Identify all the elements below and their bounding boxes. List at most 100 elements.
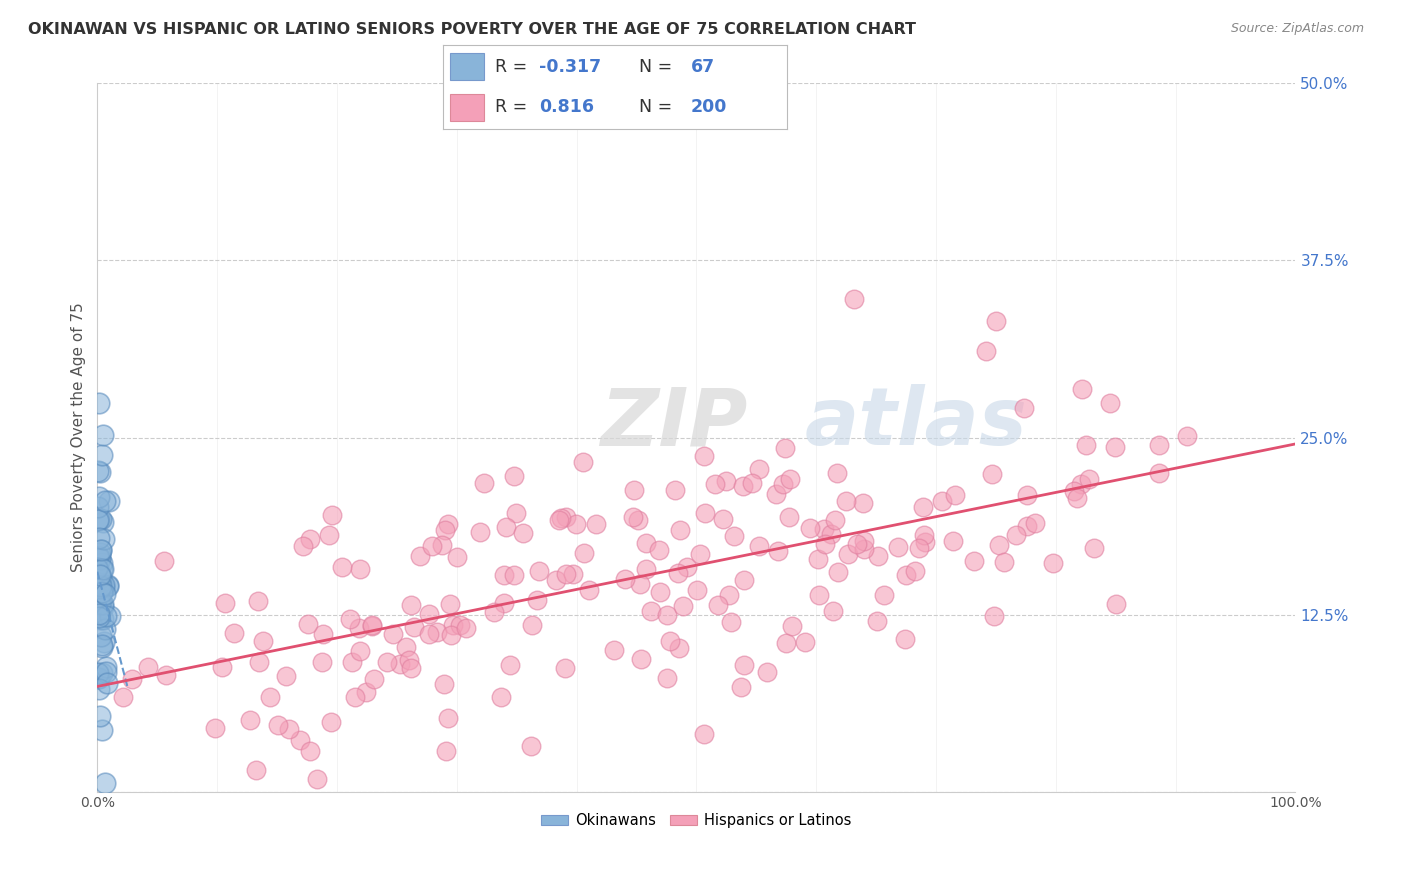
Point (887, 541, 910, 555)
Point (748, 539, 770, 553)
Text: 0.816: 0.816 (540, 98, 595, 116)
Point (1015, 488, 1038, 502)
Text: 200: 200 (690, 98, 727, 116)
Point (1012, 401, 1035, 415)
Point (603, 642, 626, 657)
Point (259, 690, 281, 705)
Point (298, 532, 321, 546)
Point (773, 441, 796, 455)
Point (1004, 527, 1026, 541)
Point (239, 714, 262, 728)
Point (87, 511, 110, 525)
Point (914, 535, 936, 549)
Point (90, 542, 112, 557)
Point (686, 583, 709, 598)
Point (347, 621, 370, 635)
Point (520, 739, 543, 753)
Point (402, 620, 425, 634)
Point (89, 576, 111, 591)
Point (299, 744, 322, 758)
Point (395, 640, 418, 654)
Point (943, 488, 966, 502)
Point (1063, 483, 1085, 498)
Point (89, 581, 111, 595)
Point (86, 561, 108, 575)
Point (246, 594, 269, 608)
Point (495, 520, 517, 534)
Point (640, 604, 662, 618)
Point (87, 491, 110, 505)
Point (711, 512, 734, 526)
Point (274, 668, 297, 682)
Point (311, 655, 333, 669)
Point (666, 566, 689, 581)
Point (494, 568, 516, 582)
Point (808, 588, 831, 602)
Point (91, 638, 114, 652)
Point (983, 608, 1005, 623)
Text: OKINAWAN VS HISPANIC OR LATINO SENIORS POVERTY OVER THE AGE OF 75 CORRELATION CH: OKINAWAN VS HISPANIC OR LATINO SENIORS P… (28, 22, 917, 37)
Point (87, 603, 110, 617)
Point (908, 541, 931, 555)
Point (354, 684, 377, 698)
Point (564, 517, 586, 532)
Point (349, 644, 371, 658)
Point (1070, 477, 1092, 491)
Point (98, 609, 121, 624)
Point (1070, 383, 1092, 397)
Point (93, 578, 115, 592)
Point (292, 540, 315, 554)
Point (825, 466, 848, 480)
Point (1077, 472, 1099, 486)
Point (96, 676, 118, 690)
Point (720, 615, 742, 629)
Point (963, 554, 986, 568)
Point (449, 618, 471, 632)
Point (765, 487, 787, 501)
Point (439, 597, 461, 611)
Point (981, 467, 1004, 482)
Point (984, 314, 1007, 328)
Point (468, 524, 491, 539)
Point (224, 626, 246, 640)
Point (87, 500, 110, 514)
Point (672, 599, 695, 613)
Point (266, 717, 288, 731)
Point (503, 568, 526, 582)
Point (756, 665, 779, 679)
Point (904, 564, 927, 578)
Point (97, 579, 120, 593)
Point (90, 629, 112, 643)
Point (93, 532, 115, 546)
Point (399, 599, 422, 613)
Point (799, 521, 821, 535)
Point (90, 562, 112, 576)
Point (526, 592, 548, 607)
Point (571, 455, 593, 469)
Text: N =: N = (640, 98, 678, 116)
Point (668, 641, 690, 656)
Text: N =: N = (640, 58, 678, 76)
Point (974, 344, 997, 359)
Point (361, 618, 384, 632)
Point (555, 567, 578, 582)
Point (94, 494, 117, 508)
Point (93, 634, 115, 648)
Point (693, 449, 716, 463)
Point (814, 537, 837, 551)
Point (330, 560, 353, 574)
Point (214, 596, 236, 610)
Point (339, 612, 361, 626)
Point (91, 515, 114, 529)
Point (837, 547, 859, 561)
Point (941, 534, 963, 549)
Point (94, 659, 117, 673)
Text: atlas: atlas (804, 384, 1026, 462)
Point (911, 500, 934, 514)
Point (733, 574, 755, 588)
Point (433, 677, 456, 691)
Point (613, 572, 636, 586)
Point (676, 560, 699, 574)
Point (89, 567, 111, 582)
Point (655, 671, 678, 685)
